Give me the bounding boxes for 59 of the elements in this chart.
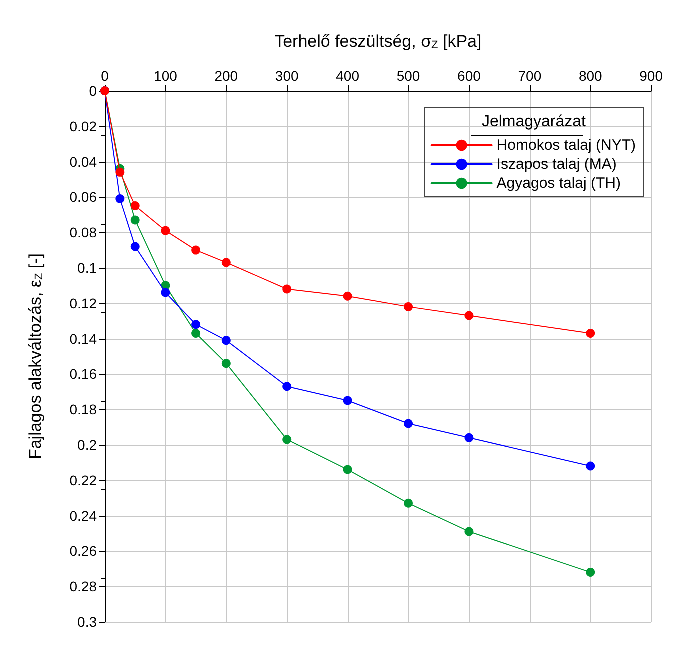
x-tick-label: 300: [275, 68, 299, 84]
point: [586, 328, 596, 338]
y-tick-label: 0.04: [70, 154, 98, 170]
point: [161, 226, 170, 236]
y-axis-title: Fajlagos alakváltozás, εZ [-]: [26, 253, 46, 460]
legend-label: Homokos talaj (NYT): [496, 137, 636, 154]
y-tick-label: 0.14: [70, 330, 98, 347]
x-tick-label: 700: [518, 68, 542, 84]
point: [161, 288, 170, 298]
point: [586, 462, 596, 471]
y-tick-label: 0.22: [70, 472, 98, 488]
y-tick-label: 0.1: [78, 260, 98, 276]
point: [464, 527, 474, 536]
y-tick-label: 0.06: [70, 189, 98, 206]
x-tick-label: 200: [214, 68, 238, 84]
point: [343, 465, 352, 474]
point: [343, 292, 352, 301]
y-tick-label: 0.12: [70, 295, 98, 312]
point: [282, 435, 292, 444]
y-tick-label: 0.18: [70, 402, 98, 418]
y-tick-label: 0.2: [78, 437, 98, 453]
y-tick-label: 0.24: [70, 508, 98, 524]
point: [586, 568, 596, 577]
point: [282, 382, 292, 392]
point: [130, 242, 140, 252]
y-tick-label: 0: [89, 83, 98, 99]
point: [282, 284, 292, 294]
point: [130, 216, 140, 225]
y-tick-label: 0.02: [70, 118, 98, 134]
point: [116, 194, 125, 204]
x-tick-label: 800: [578, 68, 603, 84]
x-tick-label: 900: [640, 68, 664, 84]
point: [192, 320, 201, 330]
point: [404, 419, 414, 428]
x-tick-label: 400: [336, 68, 360, 84]
legend-title: Jelmagyarázat: [482, 114, 587, 130]
x-tick-label: 100: [154, 68, 178, 84]
point: [404, 498, 414, 508]
legend-label: Iszapos talaj (MA): [496, 156, 617, 173]
y-tick-label: 0.3: [78, 614, 98, 630]
point: [222, 359, 231, 368]
point: [192, 328, 201, 338]
point: [404, 302, 414, 312]
y-tick-label: 0.26: [70, 543, 98, 560]
x-tick-label: 0: [101, 68, 110, 84]
point: [130, 202, 140, 211]
legend-label: Agyagos talaj (TH): [496, 175, 622, 192]
point: [222, 336, 231, 346]
y-tick-label: 0.08: [70, 224, 98, 241]
point: [116, 168, 125, 177]
y-tick-label: 0.28: [70, 578, 98, 595]
point: [464, 433, 474, 442]
point: [343, 396, 352, 406]
point: [222, 258, 231, 268]
point: [464, 311, 474, 320]
x-tick-label: 500: [396, 68, 420, 84]
x-tick-label: 600: [458, 68, 482, 84]
point: [192, 246, 201, 255]
y-tick-label: 0.16: [70, 366, 98, 382]
